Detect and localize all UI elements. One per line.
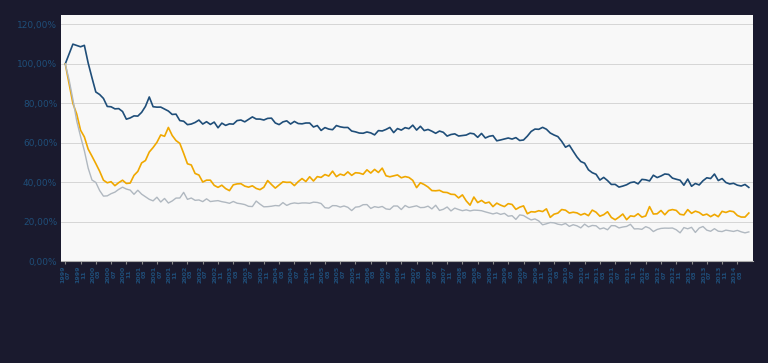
Deutsche Mark/Euro	[725, 182, 734, 186]
GBP	[668, 226, 677, 230]
Deutsche Mark/Euro	[324, 127, 333, 131]
USD	[72, 112, 81, 116]
USD	[320, 172, 329, 177]
Line: GBP: GBP	[65, 64, 749, 233]
USD	[725, 209, 734, 213]
Deutsche Mark/Euro	[68, 42, 78, 46]
USD	[202, 178, 211, 182]
Deutsche Mark/Euro	[144, 95, 154, 99]
Line: USD: USD	[65, 64, 749, 220]
Deutsche Mark/Euro	[76, 45, 85, 49]
USD	[61, 62, 70, 66]
USD	[141, 158, 150, 163]
Deutsche Mark/Euro	[206, 122, 215, 127]
Deutsche Mark/Euro	[672, 177, 681, 182]
GBP	[202, 197, 211, 201]
Deutsche Mark/Euro	[744, 185, 753, 189]
USD	[744, 211, 753, 215]
GBP	[740, 231, 750, 235]
USD	[611, 217, 620, 222]
GBP	[61, 62, 70, 66]
GBP	[721, 228, 730, 232]
GBP	[744, 230, 753, 234]
GBP	[72, 119, 81, 123]
Deutsche Mark/Euro	[61, 62, 70, 66]
USD	[672, 208, 681, 213]
Line: Deutsche Mark/Euro: Deutsche Mark/Euro	[65, 44, 749, 187]
GBP	[141, 195, 150, 199]
GBP	[320, 205, 329, 210]
